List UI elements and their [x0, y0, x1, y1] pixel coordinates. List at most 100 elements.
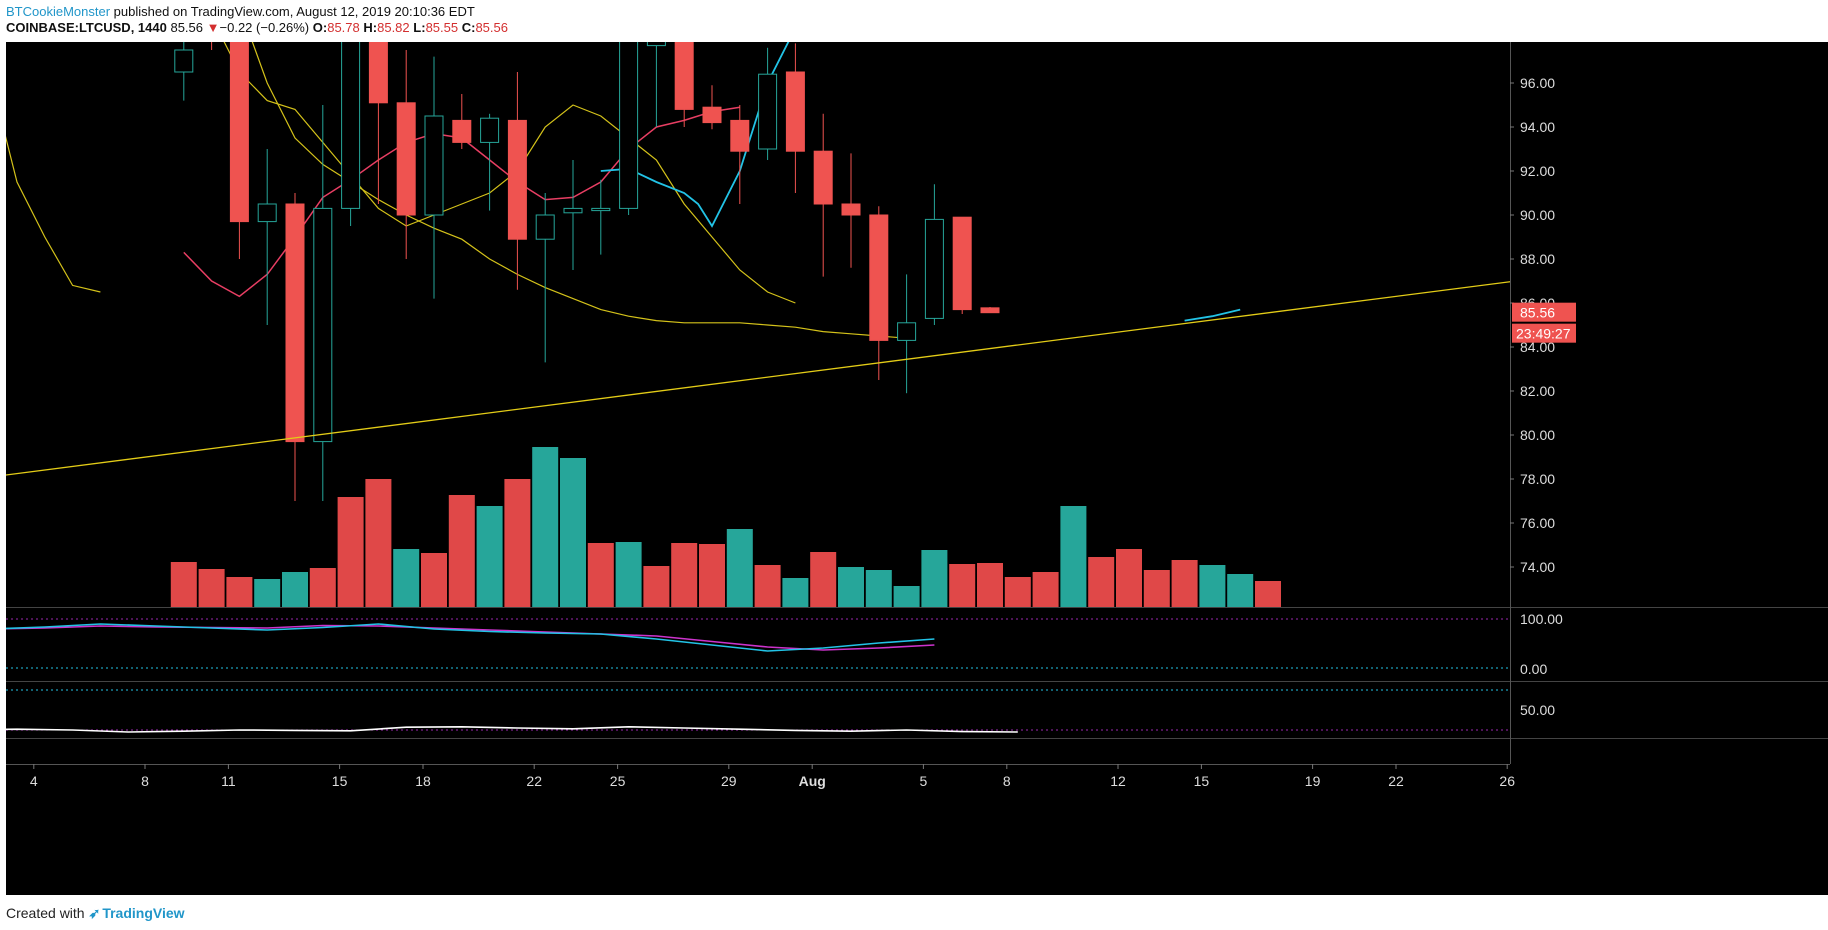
candle-body[interactable] — [869, 214, 889, 341]
high-label: H: — [363, 20, 378, 35]
countdown-badge-label: 23:49:27 — [1516, 326, 1571, 342]
x-tick-label: 26 — [1499, 773, 1515, 789]
volume-bar — [1032, 572, 1059, 607]
chart-area[interactable]: 96.0094.0092.0090.0088.0086.0084.0082.00… — [6, 42, 1828, 895]
volume-bar — [226, 577, 253, 607]
volume-bar — [949, 564, 976, 607]
ohlc-line: COINBASE:LTCUSD, 1440 85.56 ▼−0.22 (−0.2… — [6, 20, 508, 36]
x-tick-label: 11 — [221, 773, 236, 789]
candle-body[interactable] — [229, 42, 249, 223]
candle-body[interactable] — [424, 115, 444, 216]
candle-body[interactable] — [841, 203, 861, 216]
ma-fast-line — [600, 42, 790, 228]
candle-body[interactable] — [980, 307, 1000, 314]
candle-body[interactable] — [591, 207, 611, 212]
candle-body[interactable] — [452, 119, 472, 143]
y-tick-label: 84.00 — [1520, 339, 1555, 355]
indicator-tick-label: 100.00 — [1520, 611, 1563, 627]
candle-body[interactable] — [646, 42, 666, 47]
symbol-label: COINBASE:LTCUSD, 1440 — [6, 20, 167, 35]
chart-header: BTCookieMonster published on TradingView… — [6, 4, 508, 38]
author-link[interactable]: BTCookieMonster — [6, 4, 111, 19]
candle-body[interactable] — [758, 73, 778, 150]
candle-body[interactable] — [285, 203, 305, 443]
candle-body[interactable] — [174, 49, 194, 73]
volume-bar — [726, 529, 753, 607]
x-tick-label: 18 — [415, 773, 431, 789]
x-tick-label: 25 — [610, 773, 626, 789]
high-value: 85.82 — [377, 20, 410, 35]
candle-body[interactable] — [897, 322, 917, 341]
candle-body[interactable] — [702, 106, 722, 124]
x-tick-label: 5 — [920, 773, 928, 789]
volume-bar — [1060, 506, 1087, 607]
volume-bar — [170, 562, 197, 607]
volume-bar — [560, 458, 586, 607]
candle-body[interactable] — [313, 207, 333, 443]
x-tick-label: 4 — [30, 773, 38, 789]
volume-bar — [782, 578, 809, 607]
volume-bar — [532, 447, 559, 607]
candle-body[interactable] — [730, 119, 750, 152]
x-tick-label: 8 — [141, 773, 149, 789]
volume-bar — [587, 543, 614, 607]
ma-slow-line — [6, 136, 101, 293]
candle-body[interactable] — [396, 102, 416, 216]
volume-bar — [977, 563, 1003, 607]
volume-bar — [1171, 560, 1198, 607]
volume-bar — [643, 566, 670, 607]
candle-body[interactable] — [952, 216, 972, 311]
change-label: −0.22 (−0.26%) — [219, 20, 310, 35]
volume-bar — [699, 544, 725, 607]
trendline[interactable] — [6, 241, 1824, 573]
candle-body[interactable] — [563, 207, 583, 214]
candle-body[interactable] — [507, 119, 527, 240]
volume-bar — [1199, 565, 1226, 607]
publish-line: BTCookieMonster published on TradingView… — [6, 4, 508, 20]
countdown-badge — [1512, 323, 1576, 343]
last-price-label: 85.56 — [170, 20, 204, 35]
volume-bar — [1116, 549, 1142, 607]
footer: Created with ➶ TradingView — [6, 905, 185, 922]
rsi-line — [6, 725, 1018, 733]
down-arrow-icon: ▼ — [206, 20, 220, 35]
open-value: 85.78 — [327, 20, 360, 35]
candle-body[interactable] — [480, 117, 500, 143]
candle-body[interactable] — [535, 214, 555, 240]
tradingview-brand[interactable]: TradingView — [102, 905, 185, 921]
tradingview-logo-icon[interactable]: ➶ — [88, 905, 101, 921]
volume-bar — [393, 549, 420, 607]
price-chart[interactable]: 96.0094.0092.0090.0088.0086.0084.0082.00… — [6, 42, 1828, 895]
volume-bar — [1004, 577, 1031, 607]
volume-bar — [254, 579, 281, 607]
volume-bar — [1088, 557, 1115, 607]
candle-body[interactable] — [368, 42, 388, 104]
candle-body[interactable] — [674, 42, 694, 110]
volume-bar — [615, 542, 642, 607]
candle-body[interactable] — [619, 42, 639, 209]
volume-bar — [309, 568, 336, 607]
candle-body[interactable] — [341, 42, 361, 209]
volume-bar — [476, 506, 503, 607]
low-label: L: — [413, 20, 426, 35]
indicator-tick-label: 0.00 — [1520, 661, 1547, 677]
volume-bar — [921, 550, 948, 607]
candle-body[interactable] — [924, 218, 944, 319]
candle-body[interactable] — [785, 71, 805, 152]
x-tick-label: 15 — [332, 773, 348, 789]
open-label: O: — [312, 20, 328, 35]
candle-body[interactable] — [813, 150, 833, 205]
volume-bar — [504, 479, 531, 607]
volume-bar — [893, 586, 920, 607]
x-tick-label: 15 — [1194, 773, 1210, 789]
published-text: published on TradingView.com, August 12,… — [110, 4, 475, 19]
volume-bar — [1255, 581, 1281, 607]
indicator-tick-label: 50.00 — [1520, 702, 1555, 718]
y-tick-label: 78.00 — [1520, 471, 1555, 487]
x-tick-label: Aug — [799, 773, 826, 789]
candle-body[interactable] — [257, 203, 277, 223]
y-tick-label: 82.00 — [1520, 383, 1555, 399]
created-with-label: Created with — [6, 905, 85, 921]
volume-bar — [1143, 570, 1170, 607]
volume-bar — [282, 572, 308, 607]
